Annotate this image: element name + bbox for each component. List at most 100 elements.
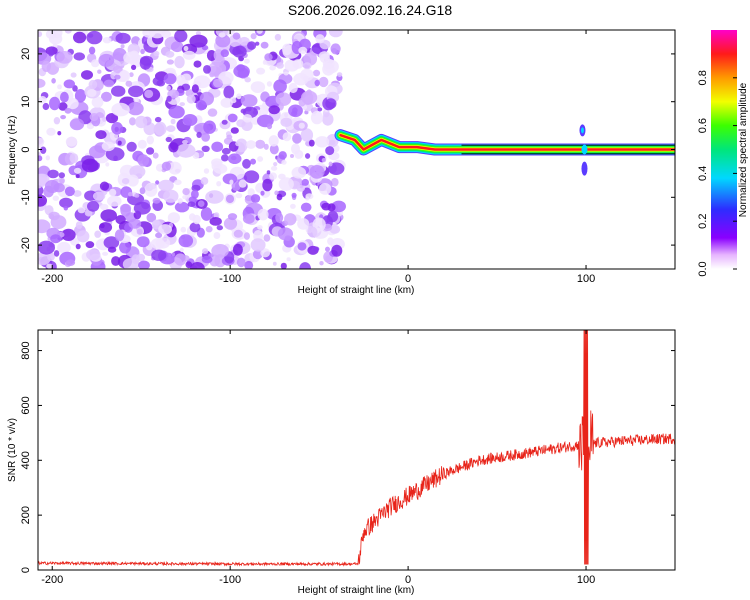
- noise-blob: [266, 170, 271, 175]
- noise-blob: [226, 134, 233, 140]
- noise-blob: [220, 97, 233, 108]
- figure-title: S206.2026.092.16.24.G18: [288, 2, 452, 18]
- x-tick-label: 0: [405, 574, 411, 586]
- y-tick-label: 10: [20, 96, 32, 108]
- x-tick-label: 100: [577, 273, 595, 285]
- noise-blob: [99, 181, 110, 191]
- noise-blob: [112, 65, 123, 74]
- noise-blob: [268, 105, 280, 115]
- y-tick-label: 200: [20, 506, 32, 524]
- noise-blob: [91, 96, 104, 108]
- noise-blob: [246, 140, 256, 149]
- noise-blob: [290, 154, 294, 158]
- noise-blob: [315, 34, 325, 44]
- noise-blob: [120, 203, 131, 217]
- noise-blob: [48, 211, 60, 221]
- noise-blob: [64, 186, 75, 197]
- noise-blob: [201, 145, 210, 152]
- noise-blob: [256, 30, 263, 34]
- noise-blob: [111, 256, 121, 266]
- noise-blob: [206, 50, 217, 61]
- noise-blob: [262, 178, 273, 192]
- noise-blob: [331, 48, 337, 53]
- noise-blob: [225, 194, 235, 204]
- noise-blob: [52, 195, 59, 201]
- noise-blob: [174, 253, 187, 266]
- noise-blob: [278, 177, 294, 191]
- noise-blob: [227, 113, 238, 123]
- noise-blob: [166, 95, 172, 102]
- noise-blob: [144, 89, 154, 99]
- noise-blob: [183, 45, 189, 52]
- noise-blob: [292, 133, 302, 144]
- noise-blob: [58, 172, 65, 179]
- noise-blob: [94, 230, 102, 238]
- noise-blob: [111, 122, 123, 135]
- noise-blob: [238, 179, 247, 188]
- noise-blob: [126, 174, 139, 187]
- noise-blob: [307, 226, 318, 238]
- noise-blob: [327, 203, 336, 212]
- noise-blob: [38, 31, 43, 37]
- noise-blob: [154, 121, 167, 136]
- noise-blob: [154, 116, 162, 123]
- snr-y-label: SNR (10 * v/v): [7, 418, 18, 482]
- noise-blob: [291, 192, 297, 198]
- noise-blob: [257, 208, 269, 221]
- noise-blob: [137, 139, 147, 149]
- noise-blob: [207, 108, 218, 117]
- noise-blob: [263, 234, 271, 242]
- noise-blob: [53, 117, 61, 125]
- noise-region: [38, 30, 346, 269]
- noise-blob: [152, 76, 164, 86]
- noise-blob: [45, 155, 50, 161]
- noise-blob: [250, 33, 257, 40]
- noise-blob: [95, 130, 107, 140]
- noise-blob: [240, 108, 247, 114]
- noise-blob: [318, 183, 332, 195]
- noise-blob: [165, 136, 172, 143]
- noise-blob: [155, 232, 163, 239]
- noise-blob: [282, 132, 292, 142]
- colorbar-gradient: [711, 30, 737, 269]
- noise-blob: [331, 177, 339, 187]
- noise-blob: [222, 173, 238, 185]
- noise-blob: [86, 123, 94, 130]
- noise-blob: [195, 100, 207, 111]
- colorbar-tick-label: 0.4: [697, 166, 709, 181]
- noise-blob: [268, 135, 279, 147]
- noise-blob: [178, 234, 194, 248]
- noise-blob: [274, 190, 279, 196]
- snr-y-ticks: 0 200 400 600 800: [20, 341, 675, 573]
- noise-blob: [195, 31, 201, 36]
- noise-blob: [107, 246, 117, 253]
- noise-blob: [312, 246, 320, 252]
- snr-series-line: [38, 330, 675, 567]
- noise-blob: [314, 79, 320, 87]
- colorbar-tick-label: 0.8: [697, 70, 709, 85]
- noise-blob: [142, 30, 156, 38]
- noise-blob: [304, 110, 309, 115]
- noise-blob: [57, 131, 62, 136]
- y-tick-label: 400: [20, 451, 32, 469]
- noise-blob: [152, 152, 159, 159]
- noise-blob: [63, 79, 75, 89]
- noise-blob: [66, 98, 79, 110]
- colorbar-tick-label: 0.2: [697, 214, 709, 229]
- signal-track: [334, 124, 675, 176]
- noise-blob: [131, 254, 140, 265]
- noise-blob: [300, 128, 314, 142]
- noise-blob: [275, 212, 284, 223]
- noise-blob: [301, 90, 318, 105]
- noise-blob: [221, 147, 231, 155]
- noise-blob: [182, 114, 198, 126]
- noise-blob: [81, 158, 99, 173]
- noise-blob: [137, 154, 150, 167]
- noise-blob: [298, 46, 308, 55]
- noise-blob: [223, 217, 238, 230]
- noise-blob: [153, 50, 160, 57]
- noise-blob: [190, 262, 205, 269]
- noise-blob: [81, 70, 93, 80]
- noise-blob: [211, 141, 224, 152]
- noise-blob: [214, 254, 226, 268]
